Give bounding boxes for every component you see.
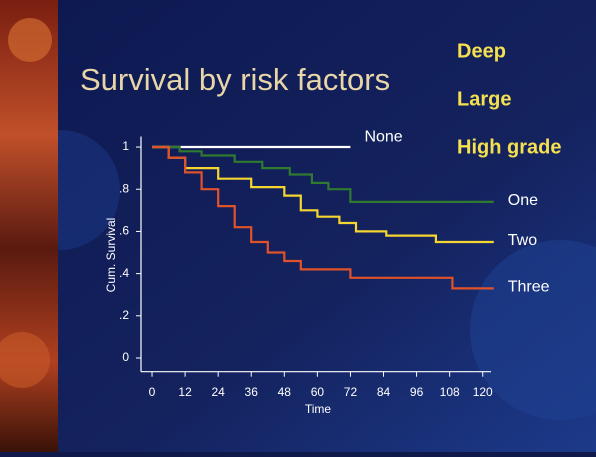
gear-decoration: [8, 18, 52, 62]
slide-title: Survival by risk factors: [80, 62, 390, 97]
annotation: Large: [457, 88, 511, 110]
slide: Survival by risk factors Deep Large High…: [0, 0, 596, 452]
y-tick-label: .8: [119, 181, 129, 195]
curve-label: Three: [508, 279, 550, 296]
x-tick-label: 24: [211, 385, 225, 399]
x-axis-label: Time: [305, 402, 332, 416]
annotation: Deep: [457, 40, 506, 62]
y-tick-label: .2: [119, 308, 129, 322]
annotation: High grade: [457, 136, 561, 158]
x-tick-label: 36: [245, 385, 259, 399]
curve-label: Two: [508, 232, 537, 249]
x-tick-label: 96: [410, 385, 424, 399]
y-tick-label: .4: [119, 266, 129, 280]
y-tick-label: .6: [119, 224, 129, 238]
x-tick-label: 108: [440, 385, 460, 399]
page: Survival by risk factors Deep Large High…: [0, 0, 596, 452]
x-tick-label: 120: [473, 385, 493, 399]
x-tick-label: 48: [278, 385, 292, 399]
x-tick-label: 60: [311, 385, 325, 399]
x-tick-label: 12: [178, 385, 192, 399]
x-tick-label: 0: [149, 385, 156, 399]
y-tick-label: 0: [122, 350, 129, 364]
y-axis-label: Cum. Survival: [104, 218, 118, 293]
x-tick-label: 72: [344, 385, 358, 399]
curve-label: One: [508, 192, 538, 209]
x-tick-label: 84: [377, 385, 391, 399]
curve-label: None: [364, 128, 402, 145]
y-tick-label: 1: [122, 139, 129, 153]
